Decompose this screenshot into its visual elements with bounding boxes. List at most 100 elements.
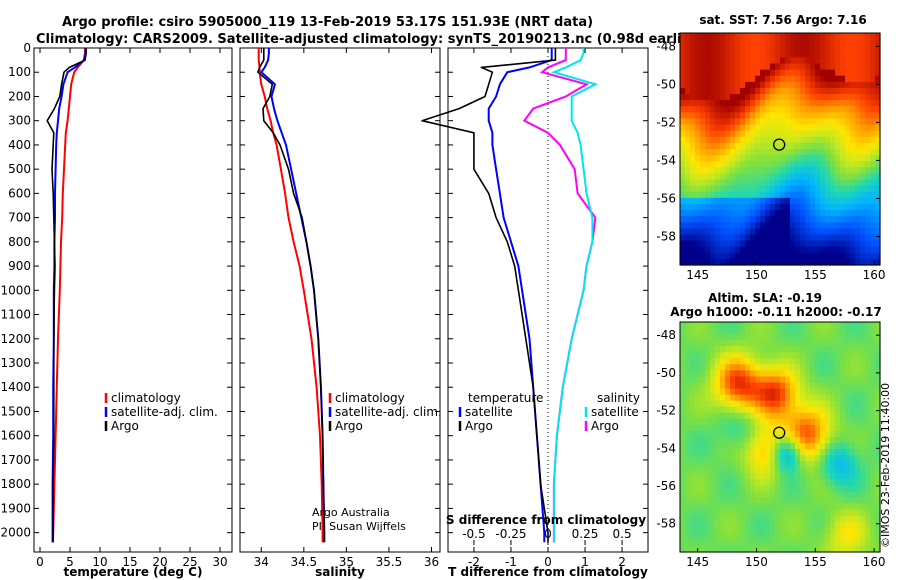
map-cell xyxy=(835,33,841,40)
map-cell xyxy=(855,222,861,229)
map-cell xyxy=(710,228,716,236)
map-cell xyxy=(830,322,836,329)
map-cell xyxy=(855,376,861,384)
map-cell xyxy=(860,197,866,205)
map-cell xyxy=(725,485,731,493)
map-cell xyxy=(725,328,731,335)
map-cell xyxy=(860,515,866,523)
map-cell xyxy=(850,449,856,456)
map-cell xyxy=(805,527,811,535)
map-cell xyxy=(835,130,841,138)
map-cell xyxy=(725,358,731,365)
map-cell xyxy=(730,497,736,505)
map-cell xyxy=(870,406,876,414)
map-cell xyxy=(865,112,871,120)
map-cell xyxy=(705,210,711,217)
map-cell xyxy=(840,136,846,144)
map-cell xyxy=(740,197,746,205)
map-cell xyxy=(850,485,856,493)
map-cell xyxy=(840,497,846,505)
map-cell xyxy=(730,33,736,40)
map-cell xyxy=(865,509,871,517)
map-cell xyxy=(705,222,711,229)
map-cell xyxy=(715,155,721,162)
map-cell xyxy=(835,136,841,144)
map-cell xyxy=(795,352,801,359)
map-cell xyxy=(740,406,746,414)
map-cell xyxy=(760,234,766,242)
map-cell xyxy=(695,533,701,541)
map-cell xyxy=(715,358,721,365)
map-cell xyxy=(845,322,851,329)
map-cell xyxy=(695,228,701,236)
map-cell xyxy=(740,124,746,132)
map-cell xyxy=(830,473,836,480)
map-cell xyxy=(835,155,841,162)
map-cell xyxy=(860,364,866,372)
map-cell xyxy=(850,467,856,474)
map-cell xyxy=(870,358,876,365)
map-cell xyxy=(755,173,761,181)
map-cell xyxy=(865,503,871,511)
map-cell xyxy=(825,340,831,347)
map-cell xyxy=(730,340,736,347)
map-cell xyxy=(770,167,776,175)
map-cell xyxy=(700,412,706,420)
map-cell xyxy=(750,376,756,384)
map-cell xyxy=(840,173,846,181)
map-cell xyxy=(735,376,741,384)
map-cell xyxy=(700,455,706,462)
map-cell xyxy=(870,210,876,217)
map-cell xyxy=(850,191,856,199)
map-cell xyxy=(855,173,861,181)
map-cell xyxy=(870,467,876,474)
map-cell xyxy=(730,252,736,260)
map-cell xyxy=(730,197,736,205)
map-cell xyxy=(750,461,756,468)
map-cell xyxy=(855,69,861,77)
map-cell xyxy=(790,142,796,150)
map-cell xyxy=(735,87,741,95)
map-cell xyxy=(750,33,756,40)
map-cell xyxy=(725,406,731,414)
map-cell xyxy=(690,75,696,83)
map-cell xyxy=(825,106,831,113)
map-cell xyxy=(740,424,746,432)
map-cell xyxy=(720,449,726,456)
map-cell xyxy=(800,370,806,378)
map-cell xyxy=(800,406,806,414)
map-cell xyxy=(870,491,876,499)
map-cell xyxy=(830,449,836,456)
map-cell xyxy=(735,497,741,505)
map-cell xyxy=(780,222,786,229)
map-cell xyxy=(820,479,826,487)
map-cell xyxy=(860,449,866,456)
map-cell xyxy=(735,394,741,402)
map-cell xyxy=(730,240,736,248)
map-cell xyxy=(705,412,711,420)
map-cell xyxy=(780,340,786,347)
map-cell xyxy=(735,485,741,493)
map-cell xyxy=(835,515,841,523)
map-cell xyxy=(800,382,806,390)
map-cell xyxy=(825,515,831,523)
map-cell xyxy=(690,491,696,499)
map-cell xyxy=(760,539,766,547)
map-cell xyxy=(805,106,811,113)
map-cell xyxy=(710,328,716,335)
map-cell xyxy=(850,112,856,120)
map-cell xyxy=(780,449,786,456)
map-cell xyxy=(785,185,791,193)
map-cell xyxy=(705,533,711,541)
map-cell xyxy=(830,51,836,59)
map-cell xyxy=(765,485,771,493)
map-cell xyxy=(785,364,791,372)
map-cell xyxy=(835,87,841,95)
map-cell xyxy=(855,485,861,493)
map-cell xyxy=(815,203,821,211)
map-cell xyxy=(800,479,806,487)
map-cell xyxy=(830,149,836,156)
map-cell xyxy=(745,509,751,517)
map-cell xyxy=(815,246,821,254)
map-cell xyxy=(780,246,786,254)
